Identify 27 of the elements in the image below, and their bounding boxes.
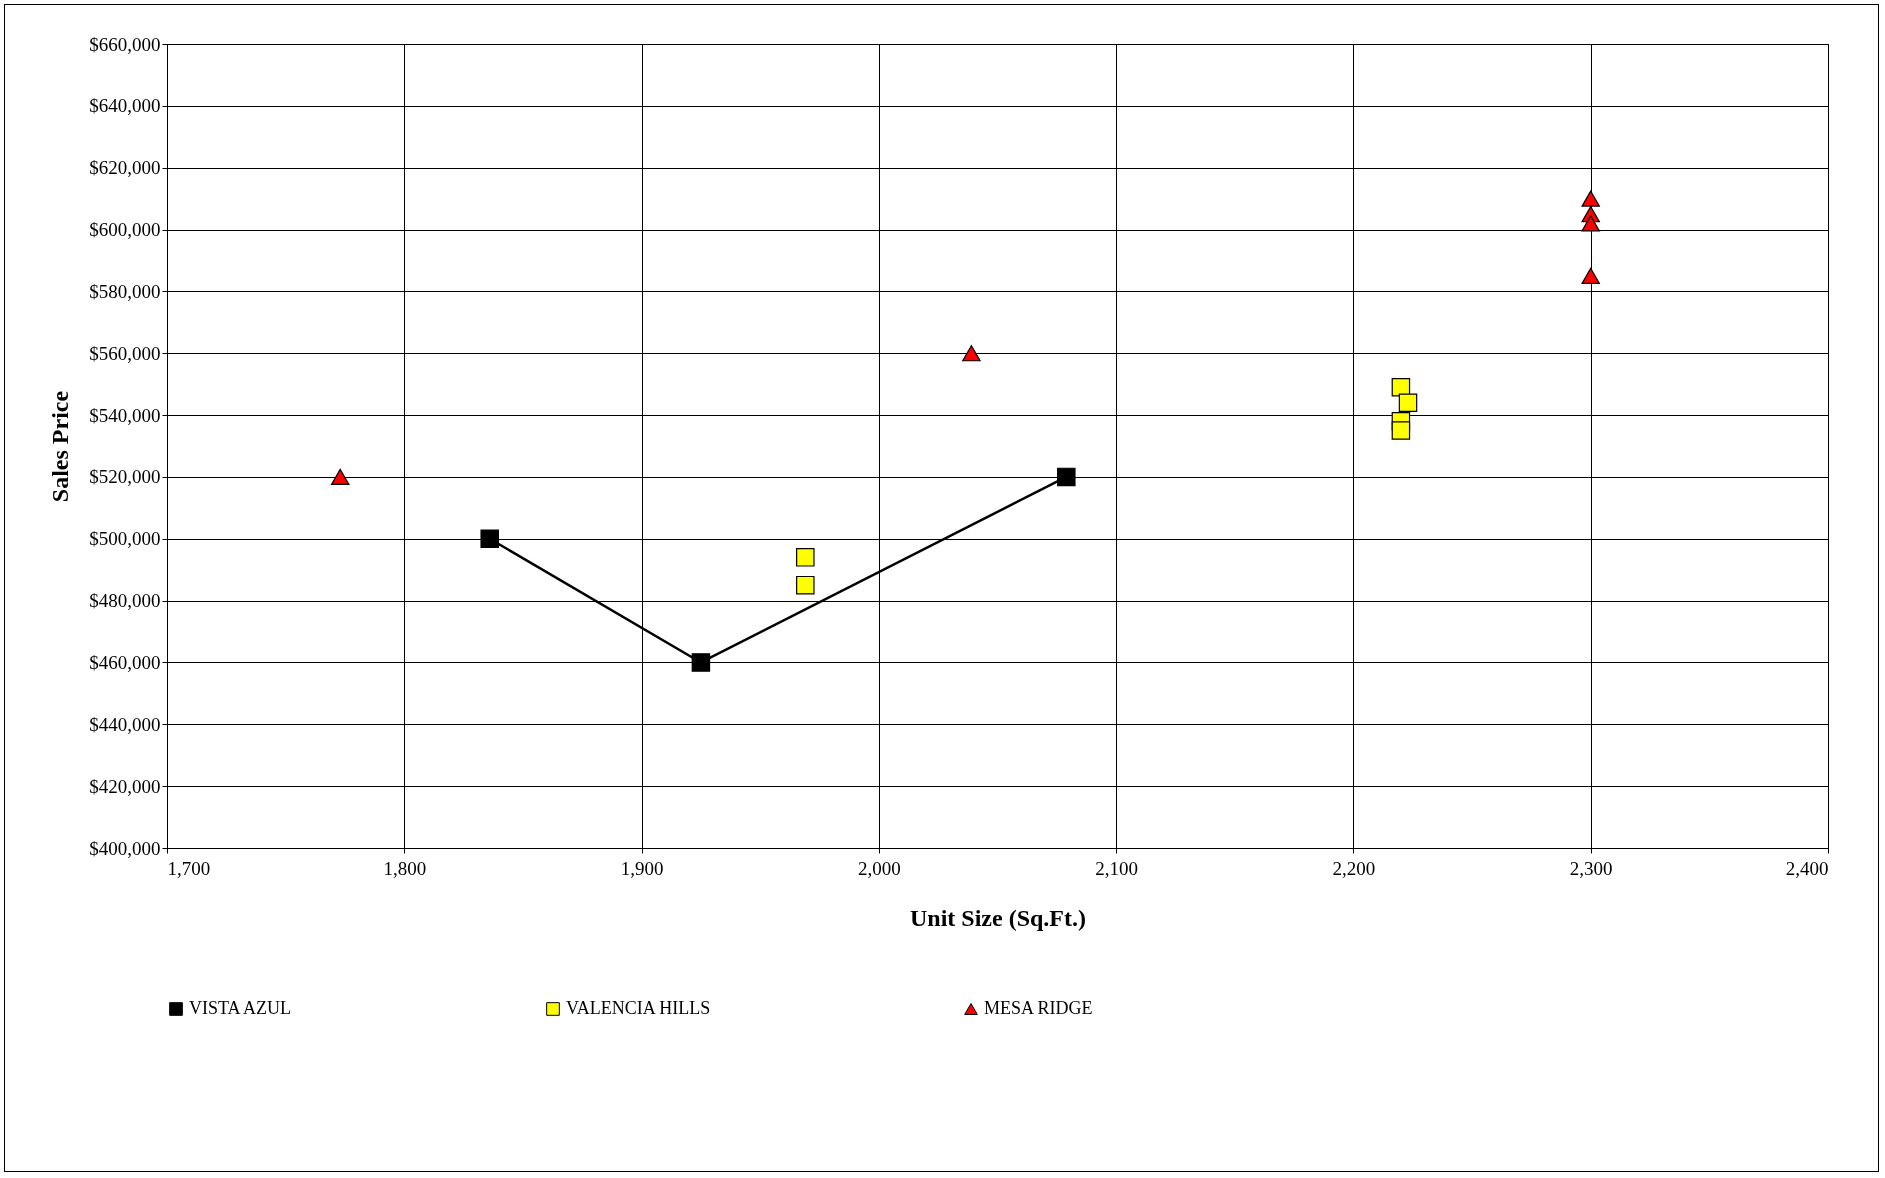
y-tick-label: $660,000 [89, 33, 161, 55]
y-axis-title: Sales Price [47, 390, 74, 503]
y-tick-label: $500,000 [89, 528, 161, 550]
x-tick-label: 1,900 [620, 857, 664, 879]
y-tick-label: $560,000 [89, 342, 161, 364]
x-tick-label: 2,200 [1332, 857, 1376, 879]
x-tick-label: 2,300 [1569, 857, 1613, 879]
y-tick-label: $400,000 [89, 837, 161, 859]
y-tick-label: $440,000 [89, 713, 161, 735]
legend-label: MESA RIDGE [984, 998, 1093, 1018]
x-tick-label: 2,400 [1785, 857, 1829, 879]
x-tick-label: 2,000 [857, 857, 901, 879]
x-tick-label: 1,700 [167, 857, 211, 879]
x-axis-title: Unit Size (Sq.Ft.) [910, 904, 1086, 931]
y-tick-label: $580,000 [89, 280, 161, 302]
y-tick-label: $480,000 [89, 590, 161, 612]
y-tick-label: $460,000 [89, 651, 161, 673]
y-tick-label: $420,000 [89, 775, 161, 797]
y-tick-label: $620,000 [89, 157, 161, 179]
legend-label: VISTA AZUL [189, 998, 292, 1018]
legend-label: VALENCIA HILLS [566, 998, 711, 1018]
y-tick-label: $520,000 [89, 466, 161, 488]
x-tick-label: 1,800 [383, 857, 427, 879]
y-tick-label: $640,000 [89, 95, 161, 117]
x-tick-label: 2,100 [1095, 857, 1139, 879]
y-tick-label: $540,000 [89, 404, 161, 426]
y-tick-label: $600,000 [89, 219, 161, 241]
